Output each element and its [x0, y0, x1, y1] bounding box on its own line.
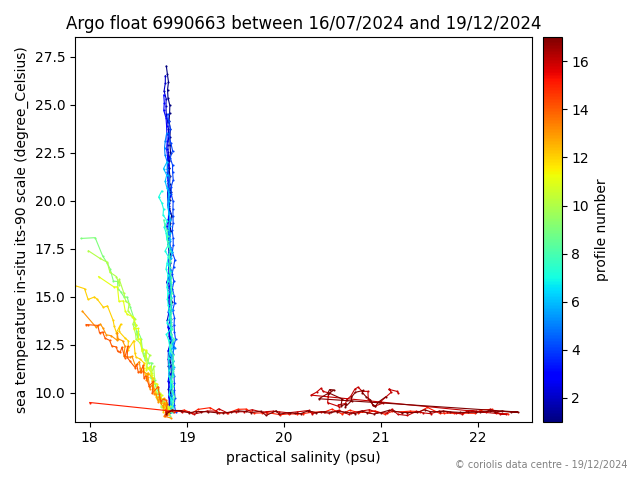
- Text: © coriolis data centre - 19/12/2024: © coriolis data centre - 19/12/2024: [454, 460, 627, 470]
- Y-axis label: sea temperature in-situ its-90 scale (degree_Celsius): sea temperature in-situ its-90 scale (de…: [15, 46, 29, 413]
- X-axis label: practical salinity (psu): practical salinity (psu): [226, 451, 381, 465]
- Y-axis label: profile number: profile number: [595, 178, 609, 281]
- Title: Argo float 6990663 between 16/07/2024 and 19/12/2024: Argo float 6990663 between 16/07/2024 an…: [65, 15, 541, 33]
